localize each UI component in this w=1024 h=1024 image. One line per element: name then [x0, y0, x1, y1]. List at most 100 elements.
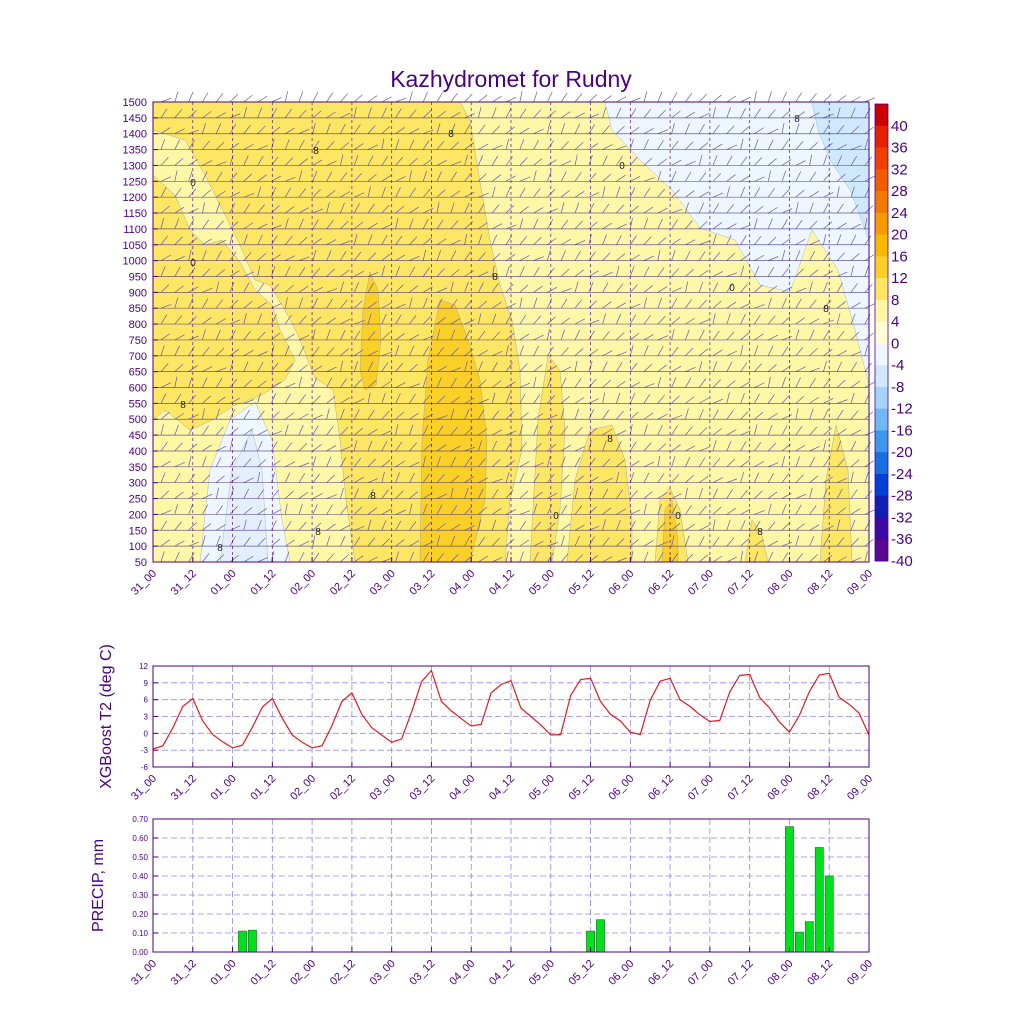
wind-barb — [836, 488, 843, 499]
x-tick-label: 02_00 — [288, 958, 318, 988]
wind-barb — [560, 298, 568, 309]
wind-barb — [367, 440, 373, 452]
wind-barb — [767, 424, 773, 436]
wind-barb — [823, 409, 829, 420]
wind-barb — [823, 349, 833, 357]
wind-barb — [188, 346, 195, 356]
wind-barb — [312, 425, 319, 436]
wind-barb — [188, 286, 199, 293]
wind-barb — [836, 95, 847, 103]
wind-barb — [505, 303, 517, 309]
wind-barb — [478, 252, 486, 261]
wind-barb — [409, 170, 412, 182]
wind-barb — [685, 408, 689, 420]
wind-barb — [629, 205, 639, 214]
wind-barb — [216, 367, 227, 372]
wind-barb — [547, 316, 556, 325]
wind-barb — [188, 140, 195, 150]
colorbar-label: 20 — [891, 227, 908, 244]
x-tick-label: 06_12 — [646, 568, 676, 598]
wind-barb — [464, 93, 473, 103]
wind-barb — [850, 519, 856, 531]
wind-barb — [298, 218, 304, 230]
y-tick-label: 1000 — [123, 256, 147, 268]
wind-barb — [643, 297, 648, 309]
wind-barb — [630, 303, 641, 309]
wind-barb — [671, 377, 677, 388]
wind-barb — [657, 376, 662, 388]
wind-barb — [698, 536, 705, 547]
wind-barb — [409, 472, 415, 483]
wind-barb — [754, 235, 762, 245]
wind-barb — [781, 456, 786, 467]
wind-barb — [712, 143, 723, 150]
x-tick-label: 08_00 — [765, 958, 795, 988]
wind-barb — [726, 458, 735, 468]
x-tick-label: 09_00 — [845, 568, 875, 598]
wind-barb — [243, 313, 247, 325]
wind-barb — [657, 91, 663, 103]
wind-barb — [395, 490, 404, 499]
wind-barb — [602, 95, 612, 103]
wind-barb — [602, 458, 611, 468]
wind-barb — [243, 143, 254, 150]
wind-barb — [712, 282, 719, 293]
wind-barb — [657, 346, 664, 356]
wind-barb — [547, 414, 558, 420]
wind-barb — [533, 364, 543, 372]
wind-barb — [767, 394, 775, 404]
wind-barb — [409, 424, 414, 436]
wind-barb — [643, 412, 654, 420]
wind-barb — [754, 284, 763, 293]
wind-barb — [409, 187, 416, 198]
wind-barb — [160, 176, 172, 182]
wind-barb — [560, 523, 571, 531]
wind-barb — [340, 240, 351, 246]
wind-barb — [616, 265, 620, 277]
wind-barb — [547, 395, 556, 404]
wind-barb — [450, 377, 457, 388]
wind-barb — [850, 174, 861, 182]
wind-barb — [823, 124, 830, 134]
wind-barb — [188, 492, 199, 499]
wind-barb — [768, 128, 779, 135]
wind-barb — [795, 250, 801, 261]
wind-barb — [671, 92, 678, 103]
wind-barb — [671, 250, 676, 261]
wind-barb — [381, 234, 388, 245]
wind-barb — [740, 107, 746, 119]
wind-barb — [685, 250, 691, 261]
wind-barb — [519, 157, 528, 166]
wind-barb — [298, 237, 308, 246]
wind-barb — [533, 503, 538, 515]
wind-barb — [809, 202, 814, 214]
wind-barb — [298, 424, 304, 436]
wind-barb — [864, 235, 872, 245]
wind-barb — [285, 333, 295, 341]
wind-barb — [409, 503, 413, 515]
wind-barb — [836, 440, 842, 452]
wind-barb — [602, 222, 613, 230]
wind-barb — [409, 255, 420, 261]
wind-barb — [809, 190, 820, 198]
wind-barb — [588, 192, 599, 198]
y-tick-label: 1050 — [123, 240, 147, 252]
wind-barb — [795, 219, 803, 230]
wind-barb — [864, 381, 875, 388]
wind-barb — [505, 441, 512, 452]
colorbar-label: -12 — [891, 401, 913, 418]
wind-barb — [478, 94, 488, 103]
wind-barb — [533, 473, 540, 483]
wind-barb — [836, 107, 841, 118]
wind-barb — [381, 313, 387, 325]
wind-barb — [533, 540, 544, 547]
x-tick-label: 09_00 — [845, 958, 875, 988]
x-tick-label: 03_12 — [407, 773, 437, 803]
wind-barb — [478, 271, 489, 277]
wind-barb — [160, 509, 172, 515]
wind-barb — [202, 535, 206, 547]
wind-barb — [864, 551, 868, 563]
wind-barb — [519, 206, 529, 214]
wind-barb — [271, 97, 282, 103]
